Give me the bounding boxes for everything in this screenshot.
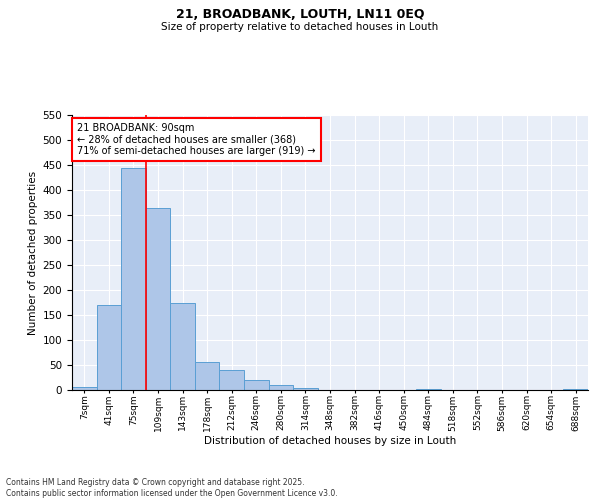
Text: 21 BROADBANK: 90sqm
← 28% of detached houses are smaller (368)
71% of semi-detac: 21 BROADBANK: 90sqm ← 28% of detached ho… <box>77 123 316 156</box>
Bar <box>170 302 195 390</box>
Y-axis label: Number of detached properties: Number of detached properties <box>28 170 38 334</box>
Bar <box>146 208 170 390</box>
Text: 21, BROADBANK, LOUTH, LN11 0EQ: 21, BROADBANK, LOUTH, LN11 0EQ <box>176 8 424 20</box>
Bar <box>195 362 220 390</box>
Bar <box>121 168 146 390</box>
Bar <box>72 386 97 390</box>
Bar <box>563 388 588 390</box>
Text: Contains HM Land Registry data © Crown copyright and database right 2025.
Contai: Contains HM Land Registry data © Crown c… <box>6 478 338 498</box>
Bar <box>244 380 269 390</box>
Bar <box>97 305 121 390</box>
X-axis label: Distribution of detached houses by size in Louth: Distribution of detached houses by size … <box>204 436 456 446</box>
Bar <box>416 389 440 390</box>
Bar <box>220 370 244 390</box>
Text: Size of property relative to detached houses in Louth: Size of property relative to detached ho… <box>161 22 439 32</box>
Bar <box>269 385 293 390</box>
Bar <box>293 388 318 390</box>
